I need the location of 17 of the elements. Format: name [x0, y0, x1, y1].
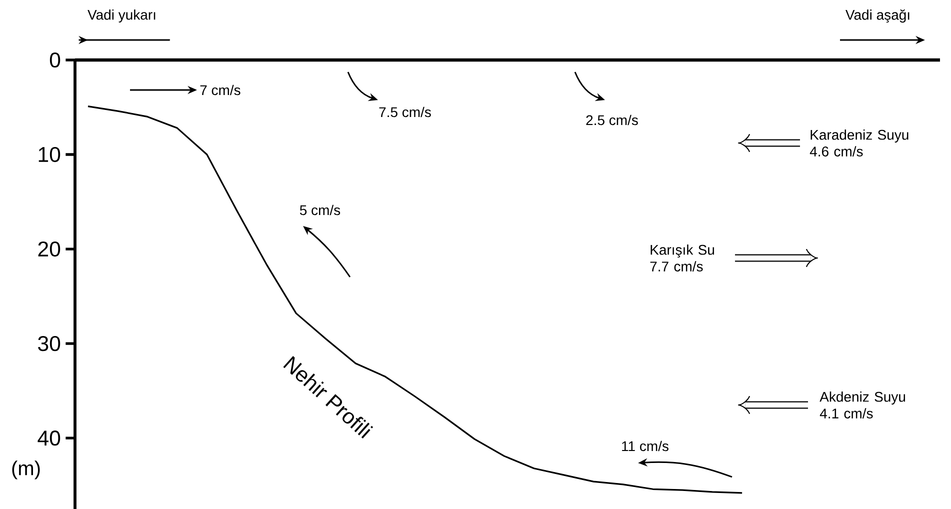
y-tick-label: 20	[38, 241, 60, 257]
y-tick-label: 40	[38, 430, 60, 446]
text: Vadi aşağı	[846, 9, 910, 23]
annotation: Karışık Su 7.7 cm/s	[650, 244, 714, 272]
annotation: 2.5 cm/s	[586, 114, 638, 126]
annotation: 11 cm/s	[622, 440, 668, 452]
y-tick-label: 30	[38, 336, 60, 352]
text: Vadi yukarı	[88, 9, 156, 23]
text: Karadeniz Suyu 4.6 cm/s	[810, 130, 908, 156]
annotation: 7.5 cm/s	[379, 106, 431, 118]
y-axis-title: (m)	[12, 460, 40, 480]
y-tick-label: 10	[38, 146, 60, 162]
annotation: 5 cm/s	[300, 204, 340, 216]
annotation: 7 cm/s	[200, 84, 240, 96]
y-tick-label: 0	[50, 52, 60, 68]
line-series	[87, 106, 743, 494]
text: Akdeniz Suyu 4.1 cm/s	[820, 392, 906, 418]
